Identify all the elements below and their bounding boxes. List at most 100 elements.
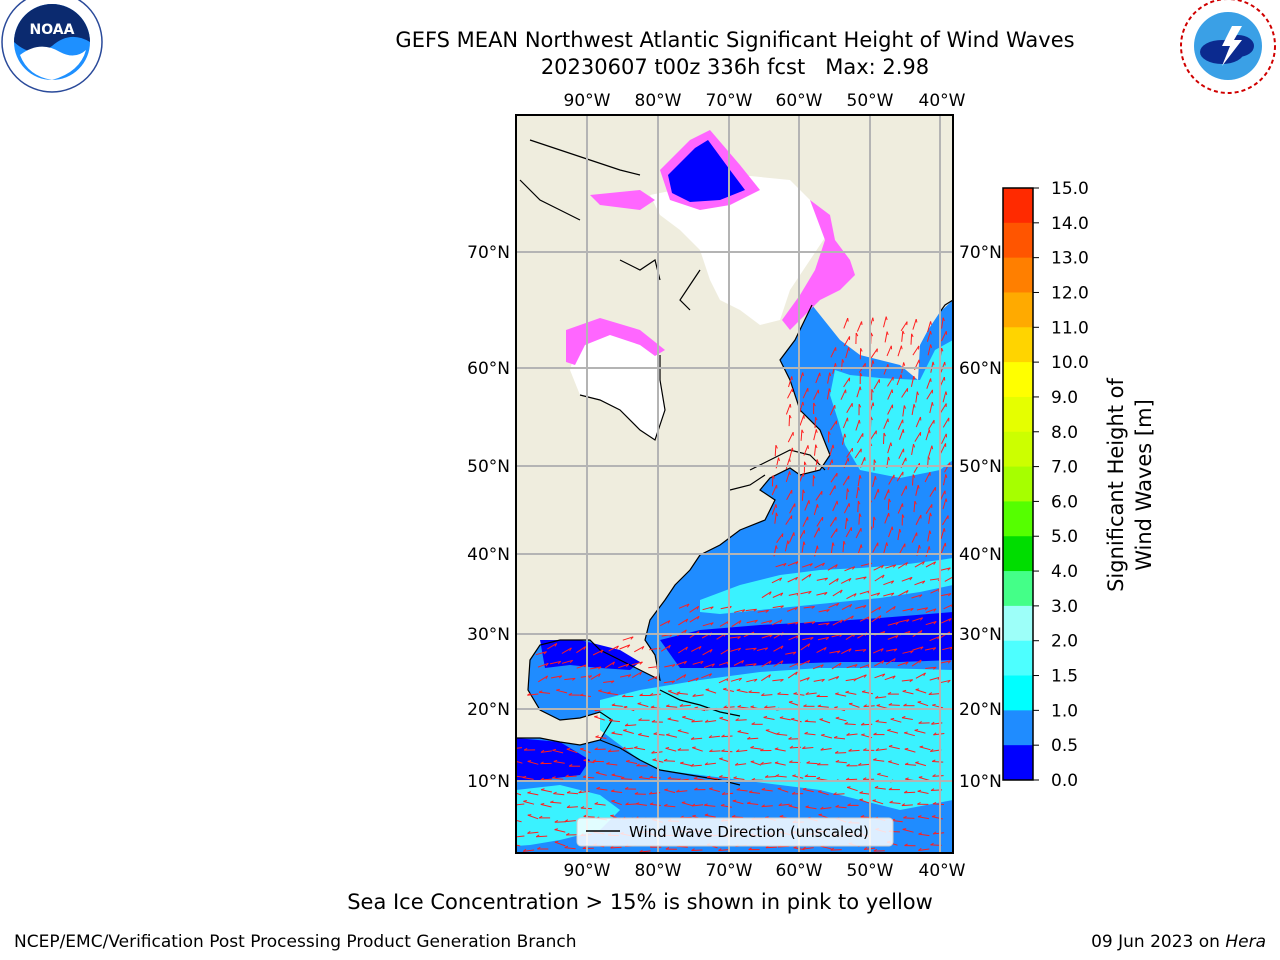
colorbar-cell: [1003, 223, 1033, 258]
wind-wave-arrow: [904, 792, 915, 793]
lon-label-top: 90°W: [564, 91, 611, 111]
colorbar-cell: [1003, 536, 1033, 571]
colorbar-tick-label: 1.0: [1051, 701, 1078, 721]
wind-wave-arrow: [911, 334, 912, 345]
colorbar-tick-label: 1.5: [1051, 667, 1078, 687]
wind-wave-arrow-head: [873, 800, 876, 801]
colorbar-tick-label: 0.5: [1051, 736, 1078, 756]
wind-wave-arrow-head: [916, 689, 919, 690]
colorbar-tick-label: 13.0: [1051, 249, 1089, 269]
lat-label-left: 50°N: [467, 457, 510, 477]
wind-wave-arrow-head: [567, 749, 570, 750]
colorbar-tick-label: 11.0: [1051, 318, 1089, 338]
wind-wave-arrow-head: [945, 362, 946, 365]
colorbar-cell: [1003, 258, 1033, 293]
wind-wave-arrow-head: [610, 815, 614, 816]
wind-wave-arrow-head: [859, 420, 860, 424]
wind-wave-arrow: [749, 692, 760, 693]
lon-label-bottom: 50°W: [847, 861, 894, 881]
colorbar-cell: [1003, 397, 1033, 432]
wind-wave-arrow-head: [682, 802, 685, 803]
map-legend: Wind Wave Direction (unscaled): [577, 818, 893, 846]
lat-label-right: 20°N: [959, 700, 1002, 720]
lat-label-right: 10°N: [959, 772, 1002, 792]
wind-wave-arrow: [903, 818, 914, 819]
wind-wave-arrow-head: [833, 445, 834, 448]
wind-wave-arrow-head: [860, 799, 864, 800]
wind-wave-arrow-head: [511, 791, 514, 792]
wind-wave-arrow-head: [918, 702, 921, 703]
colorbar-label-line1: Significant Height of: [1104, 377, 1128, 591]
lon-label-top: 40°W: [919, 91, 966, 111]
wind-wave-arrow: [932, 762, 943, 763]
wind-wave-arrow: [721, 751, 732, 752]
colorbar-cell: [1003, 641, 1033, 676]
lon-label-top: 70°W: [706, 91, 753, 111]
wind-wave-arrow-head: [889, 513, 890, 517]
wind-wave-arrow: [815, 417, 816, 428]
lon-label-bottom: 70°W: [706, 861, 753, 881]
wind-wave-arrow-head: [929, 546, 930, 549]
wind-wave-arrow: [845, 724, 856, 725]
colorbar-cell: [1003, 362, 1033, 397]
colorbar-cell: [1003, 676, 1033, 711]
wind-wave-arrow: [805, 721, 816, 722]
lat-label-right: 50°N: [959, 457, 1002, 477]
legend-label: Wind Wave Direction (unscaled): [629, 823, 869, 841]
colorbar-cell: [1003, 467, 1033, 502]
wind-wave-arrow-head: [790, 459, 791, 462]
wind-wave-arrow-head: [580, 748, 584, 749]
colorbar-tick-label: 10.0: [1051, 353, 1089, 373]
wind-wave-arrow: [772, 476, 773, 487]
lon-label-bottom: 60°W: [776, 861, 823, 881]
lon-label-top: 50°W: [847, 91, 894, 111]
colorbar-cell: [1003, 571, 1033, 606]
lat-label-left: 70°N: [467, 243, 510, 263]
lat-label-right: 30°N: [959, 625, 1002, 645]
lat-label-right: 40°N: [959, 545, 1002, 565]
wind-wave-arrow-head: [511, 818, 514, 819]
colorbar-ticks: 15.014.013.012.011.010.09.08.07.06.05.04…: [1033, 179, 1089, 791]
footer-date-text: 09 Jun 2023 on: [1091, 932, 1225, 952]
colorbar-tick-label: 7.0: [1051, 458, 1078, 478]
colorbar-tick-label: 2.0: [1051, 632, 1078, 652]
colorbar-tick-label: 12.0: [1051, 283, 1089, 303]
colorbar-tick-label: 5.0: [1051, 527, 1078, 547]
lon-labels-bottom: 90°W 80°W 70°W 60°W 50°W 40°W: [564, 861, 966, 881]
wind-wave-arrow: [802, 490, 803, 501]
wind-wave-arrow-head: [611, 801, 614, 802]
colorbar-label-line2: Wind Waves [m]: [1132, 399, 1156, 571]
figure-subtitle: 20230607 t00z 336h fcst Max: 2.98: [0, 54, 1280, 80]
colorbar-tick-label: 8.0: [1051, 423, 1078, 443]
wind-wave-arrow-head: [706, 689, 709, 690]
wind-wave-arrow-head: [916, 319, 917, 322]
wind-wave-arrow-head: [834, 707, 837, 708]
wind-wave-arrow-head: [861, 545, 862, 548]
wind-wave-arrow: [884, 433, 885, 444]
wind-wave-arrow-head: [929, 430, 930, 434]
wind-wave-arrow-head: [790, 471, 791, 475]
map-panel: Wind Wave Direction (unscaled): [510, 115, 955, 853]
wind-wave-arrow: [775, 445, 776, 456]
lat-label-left: 40°N: [467, 545, 510, 565]
wind-wave-arrow: [933, 804, 944, 805]
wind-wave-arrow-head: [751, 761, 754, 762]
lat-label-right: 60°N: [959, 359, 1002, 379]
wind-wave-arrow-head: [873, 318, 874, 322]
wind-wave-arrow-head: [511, 747, 514, 749]
wind-wave-arrow: [889, 705, 900, 706]
colorbar-tick-label: 4.0: [1051, 562, 1078, 582]
sea-ice-caption: Sea Ice Concentration > 15% is shown in …: [0, 890, 1280, 914]
wind-wave-arrow: [888, 499, 889, 510]
wind-wave-arrow: [650, 777, 661, 778]
footer-machine: Hera: [1225, 932, 1266, 952]
wind-wave-arrow-head: [719, 758, 722, 759]
wind-wave-arrow-head: [766, 730, 770, 731]
lon-labels-top: 90°W 80°W 70°W 60°W 50°W 40°W: [564, 91, 966, 111]
colorbar-cell: [1003, 710, 1033, 745]
wind-wave-arrow-head: [860, 387, 861, 390]
footer-credit: NCEP/EMC/Verification Post Processing Pr…: [14, 932, 577, 952]
wind-wave-arrow: [789, 415, 790, 426]
lat-labels-left: 70°N 60°N 50°N 40°N 30°N 20°N 10°N: [467, 243, 510, 792]
